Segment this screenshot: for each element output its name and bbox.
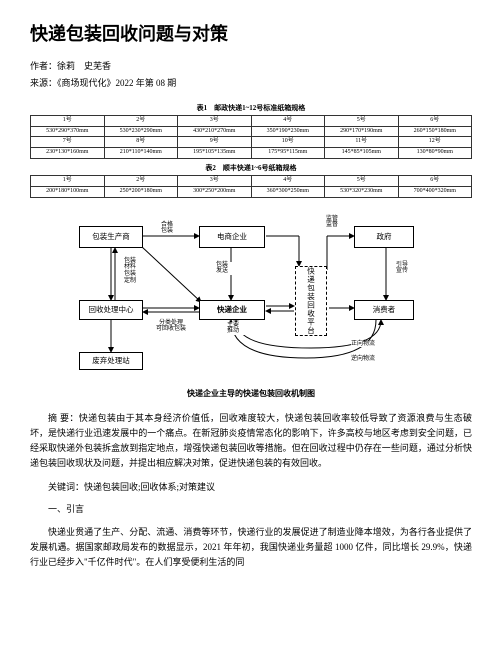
table1: 1号2号3号 4号5号6号 530*290*370mm530*230*290mm… [30,115,472,159]
table2: 1号2号3号 4号5号6号 200*180*100mm250*200*180mm… [30,175,472,198]
node-consumer: 消费者 [354,300,414,320]
node-platform: 快递包装回收平台 [295,266,327,336]
node-disposal: 废弃处理站 [79,352,143,370]
source-line: 来源：《商场现代化》2022 年第 08 期 [30,76,472,90]
node-government: 政府 [354,226,414,248]
edge-label: 包装发送 [211,262,233,275]
edge-label: 引导宣传 [391,262,413,275]
edge-label: 分类处理可回收包装 [147,320,195,333]
edge-label: 合格包装 [155,222,179,235]
table1-caption: 表1 邮政快递1~12号标准纸箱规格 [30,103,472,114]
node-pkg-producer: 包装生产商 [79,226,143,248]
node-express: 快递企业 [199,300,265,320]
edge-label: 监管监督 [321,216,343,229]
edge-label: 正向物流 [351,341,375,348]
author-line: 作者：徐莉 史芜香 [30,59,472,73]
abstract: 摘 要：快递包装由于其本身经济价值低，回收难度较大，快递包装回收率较低导致了资源… [30,411,472,472]
body-para: 快递业贯通了生产、分配、流通、消费等环节，快递行业的发展促进了制造业降本增效，为… [30,525,472,571]
edge-label: 包装材料包装定制 [119,258,141,284]
keywords: 关键词：快递包装回收;回收体系;对策建议 [30,480,472,494]
edge-label: 逆向物流 [351,356,375,363]
edge-label: 主要推动 [221,322,245,335]
table2-caption: 表2 顺丰快递1~6号纸箱规格 [30,163,472,174]
node-recycle-center: 回收处理中心 [79,300,143,320]
node-ecommerce: 电商企业 [199,226,265,248]
flow-diagram: 包装生产商 电商企业 快递包装回收平台 政府 回收处理中心 快递企业 消费者 废… [71,208,431,378]
section-heading: 一、引言 [30,502,472,516]
page-title: 快递包装回收问题与对策 [30,20,472,49]
diagram-title: 快递企业主导的快递包装回收机制图 [30,388,472,401]
